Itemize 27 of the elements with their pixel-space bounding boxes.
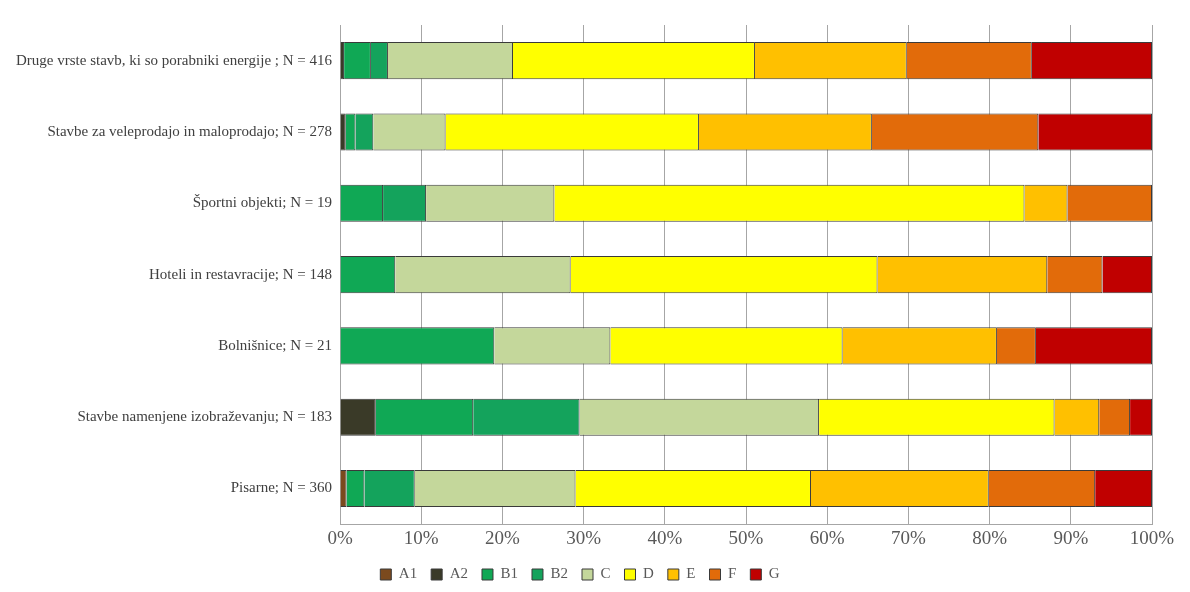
y-tick-label: Hoteli in restavracije; N = 148	[149, 265, 333, 282]
legend-label: B1	[500, 565, 519, 582]
y-tick-label: Bolnišnice; N = 21	[218, 336, 333, 353]
legend-label: C	[600, 565, 611, 582]
legend-label: F	[728, 565, 737, 582]
x-tick-label: 100%	[1129, 526, 1175, 548]
y-tick-label: Druge vrste stavb, ki so porabniki energije ; N = 416	[15, 51, 333, 68]
x-tick-label: 30%	[566, 526, 602, 548]
legend-label: E	[686, 565, 696, 582]
x-tick-label: 70%	[891, 526, 926, 548]
y-tick-label: Športni objekti; N = 19	[192, 194, 333, 211]
x-tick-label: 10%	[403, 526, 439, 548]
y-tick-label: Stavbe namenjene izobraževanju; N = 183	[77, 408, 333, 425]
legend-label: A2	[449, 565, 468, 582]
y-tick-label: Pisarne; N = 360	[230, 479, 333, 496]
legend-label: A1	[398, 565, 418, 582]
legend-label: D	[643, 565, 654, 582]
x-tick-label: 40%	[647, 526, 683, 548]
legend-label: B2	[550, 565, 569, 582]
y-tick-label: Stavbe za veleprodajo in maloprodajo; N = 278	[47, 122, 333, 139]
x-tick-label: 90%	[1053, 526, 1089, 548]
x-tick-label: 80%	[972, 526, 1008, 548]
x-tick-label: 50%	[728, 526, 764, 548]
x-tick-label: 0%	[327, 526, 353, 548]
legend-label: G	[768, 565, 780, 582]
x-tick-label: 60%	[809, 526, 845, 548]
x-tick-label: 20%	[485, 526, 521, 548]
